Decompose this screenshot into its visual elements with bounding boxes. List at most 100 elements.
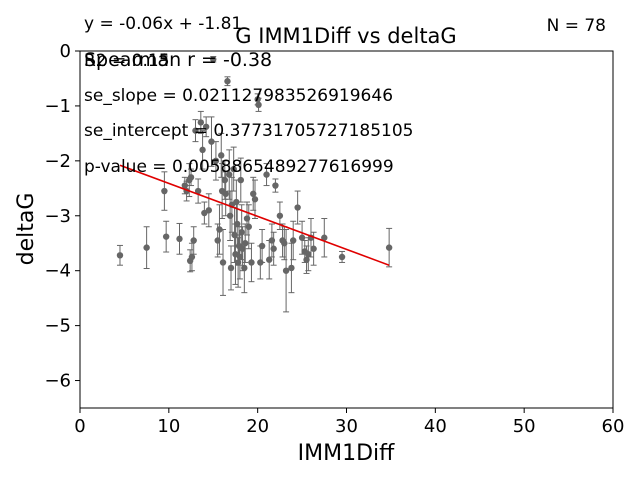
point-marker (288, 264, 295, 272)
data-point (190, 226, 197, 255)
point-marker (216, 226, 223, 233)
point-marker (241, 264, 248, 272)
data-point (187, 168, 195, 187)
data-point (294, 190, 301, 225)
p-value-annotation: p-value = 0.0058865489277616999 (84, 157, 394, 177)
point-marker (263, 171, 270, 178)
data-point (385, 227, 393, 268)
point-marker (282, 267, 290, 274)
data-point (227, 245, 235, 291)
point-marker (248, 259, 255, 266)
point-marker (208, 138, 215, 145)
data-point (197, 110, 205, 134)
point-marker (305, 251, 312, 258)
data-point (230, 146, 237, 192)
data-point (224, 76, 231, 87)
data-point (205, 193, 213, 228)
point-marker (294, 204, 301, 211)
data-point (241, 242, 248, 294)
data-point (263, 163, 270, 187)
y-axis-ticks: 0 −1 −2 −3 −4 −5 −6 (44, 41, 80, 392)
point-marker (385, 244, 393, 251)
point-marker (197, 119, 205, 126)
point-marker (258, 242, 266, 250)
point-marker (290, 237, 297, 244)
point-marker (231, 231, 238, 239)
data-point (212, 141, 220, 181)
point-marker (212, 157, 220, 165)
data-point (338, 250, 346, 263)
data-point (162, 220, 170, 253)
point-marker (254, 96, 261, 103)
y-tick-label: 0 (60, 41, 71, 62)
data-point (219, 229, 227, 296)
fit-line-group (119, 164, 390, 266)
y-tick-label: −1 (44, 96, 71, 117)
point-marker (338, 253, 346, 261)
point-marker (242, 240, 249, 247)
x-tick-label: 40 (424, 416, 447, 437)
point-marker (266, 256, 273, 263)
point-marker (187, 174, 195, 181)
data-point (245, 204, 252, 250)
data-point (251, 179, 259, 220)
point-marker (230, 165, 237, 173)
data-point (210, 55, 217, 63)
point-marker (237, 176, 244, 184)
point-marker (234, 220, 241, 228)
equation-annotation: y = -0.06x + -1.81 (84, 14, 242, 34)
y-tick-label: −6 (44, 371, 71, 392)
data-point (258, 229, 266, 263)
point-marker (202, 123, 210, 130)
regression-line (119, 164, 390, 266)
se-intercept-annotation: se_intercept = 0.37731705727185105 (84, 121, 413, 141)
data-point (298, 220, 306, 255)
x-tick-label: 10 (157, 416, 180, 437)
data-point (237, 157, 244, 203)
r2-annotation: R2 = 0.15 (84, 51, 170, 71)
point-marker (205, 207, 213, 214)
data-point (192, 119, 199, 143)
point-marker (310, 245, 317, 252)
point-marker (176, 235, 183, 243)
x-tick-label: 0 (74, 416, 85, 437)
point-marker (143, 244, 150, 251)
data-point (202, 116, 210, 138)
data-point (282, 229, 290, 313)
point-marker (161, 187, 168, 195)
point-marker (162, 233, 170, 240)
x-tick-label: 50 (513, 416, 536, 437)
point-marker (221, 176, 228, 184)
data-point (255, 97, 262, 112)
spearman-annotation: Spearman r = -0.38 (84, 49, 272, 71)
point-marker (188, 253, 196, 261)
data-point (201, 201, 208, 225)
data-point (290, 220, 297, 261)
n-annotation: N = 78 (547, 16, 606, 36)
data-point (270, 231, 277, 266)
point-marker (272, 182, 279, 189)
point-marker (321, 234, 328, 241)
data-point (161, 171, 168, 211)
data-point (236, 234, 244, 280)
y-axis-label: deltaG (14, 193, 39, 266)
point-marker (298, 234, 306, 241)
data-point (216, 204, 223, 255)
x-tick-label: 60 (602, 416, 625, 437)
data-point (242, 223, 249, 263)
data-point (176, 222, 183, 255)
point-marker (251, 196, 259, 203)
x-tick-label: 30 (335, 416, 358, 437)
point-marker (270, 245, 277, 252)
y-tick-label: −3 (44, 206, 71, 227)
point-marker (190, 237, 197, 244)
data-point (321, 218, 328, 258)
data-point (248, 242, 255, 283)
point-marker (199, 146, 206, 154)
point-marker (192, 127, 199, 134)
data-point (194, 178, 202, 204)
point-marker (276, 212, 284, 219)
data-point (116, 244, 124, 266)
data-point (199, 130, 206, 170)
